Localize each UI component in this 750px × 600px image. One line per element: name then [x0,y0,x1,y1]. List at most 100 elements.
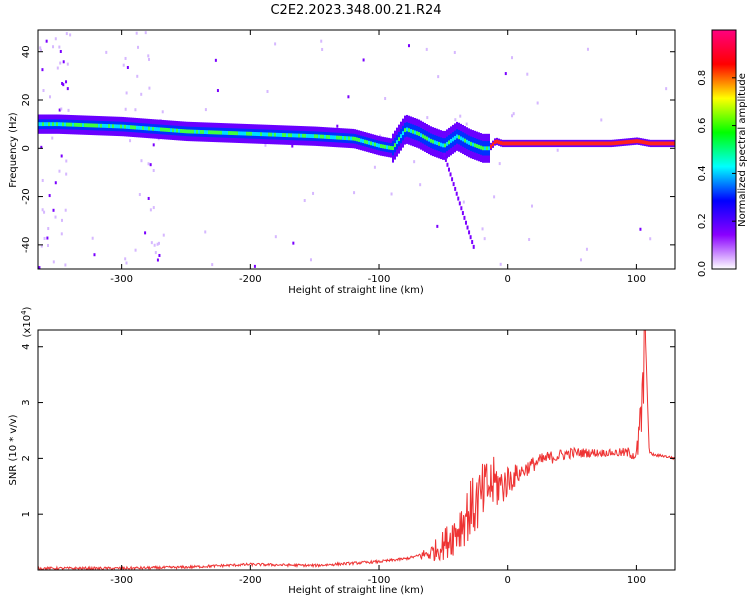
band-core [276,132,278,137]
band-core [360,138,362,143]
band-core [86,123,88,128]
band-core [658,141,660,146]
band-core [148,126,150,131]
band-core [240,131,242,136]
colorbar-bar [711,29,737,270]
noise-speck [129,139,132,143]
band-core [610,141,612,146]
band-core [576,141,578,146]
band-core [642,140,644,145]
band-core [162,127,164,132]
noise-speck [253,264,256,268]
band-core [590,141,592,146]
band-core [98,123,100,128]
snr-panel: -300 -200 -100 0 100 1 2 3 4 Height of straight … [8,306,676,596]
band-core [644,140,646,145]
band-core [82,123,84,128]
band-core [218,130,220,135]
band-core [508,141,510,146]
band-core [196,129,198,134]
noise-speck [140,159,143,163]
band-core [164,127,166,132]
band-core [540,141,542,146]
colorbar: 0.0 0.2 0.4 0.6 0.8 Normalized spectral ampl… [697,29,748,277]
band-core [192,129,194,134]
band-core [582,141,584,146]
band-core [262,132,264,137]
noise-speck [211,263,214,267]
band-core [266,132,268,137]
band-core [378,143,380,148]
band-core [198,129,200,134]
noise-speck [379,134,382,138]
snr-ytick-label: 2 [21,455,32,461]
colorbar-label: Normalized spectral amplitude [737,73,748,227]
band-core [254,132,256,136]
band-core [318,134,320,139]
band-core [242,131,244,136]
band-core [108,124,110,128]
noise-speck [124,257,127,261]
band-core [64,122,66,127]
noise-speck [42,89,45,93]
band-core [630,139,632,144]
snr-series [38,330,675,570]
band-core [446,141,448,146]
noise-speck [39,46,42,50]
noise-speck [390,192,393,196]
band-core [220,130,222,135]
band-core [68,122,70,127]
noise-speck [91,236,94,240]
band-core [512,141,514,146]
noise-speck [512,112,515,116]
noise-speck [60,218,63,222]
band-core [208,130,210,135]
band-core [640,139,642,144]
snr-axes: -300 -200 -100 0 100 1 2 3 4 [21,330,675,586]
snr-xtick-label: -200 [239,575,262,586]
band-core [522,141,524,146]
noise-speck [149,163,152,167]
noise-speck [48,194,51,198]
noise-speck [58,108,61,112]
snr-line [38,330,675,570]
band-core [84,123,86,128]
noise-speck [556,148,559,152]
band-core [382,144,384,149]
band-core [316,134,318,139]
band-core [268,132,270,137]
noise-speck [204,108,207,112]
noise-speck [462,200,465,204]
band-core [322,134,324,139]
noise-speck [64,263,67,267]
band-core [362,139,364,144]
band-core [230,131,232,135]
band-core [182,129,184,134]
band-core [552,141,554,146]
band-core [420,133,422,138]
noise-speck [40,244,43,248]
band-core [170,128,172,133]
band-core [460,136,462,141]
band-core [212,130,214,135]
band-core [250,131,252,136]
band-core [400,134,402,139]
spectrogram-ytick-label: -40 [21,237,32,253]
streak-speck [443,153,446,158]
snr-multiplier-suffix: ) [22,306,33,310]
noise-speck [407,44,410,48]
band-core [324,134,326,139]
band-core [472,142,474,147]
band-core [256,132,258,136]
noise-speck [499,262,502,266]
noise-speck [639,227,642,231]
band-core [548,141,550,146]
colorbar-tick-label: 0.0 [697,261,708,277]
spectrogram-ytick-label: 0 [21,145,32,151]
band-core [248,131,250,136]
band-core [408,128,410,133]
band-core [122,124,124,129]
noise-speck [586,47,589,51]
noise-speck [526,72,529,76]
